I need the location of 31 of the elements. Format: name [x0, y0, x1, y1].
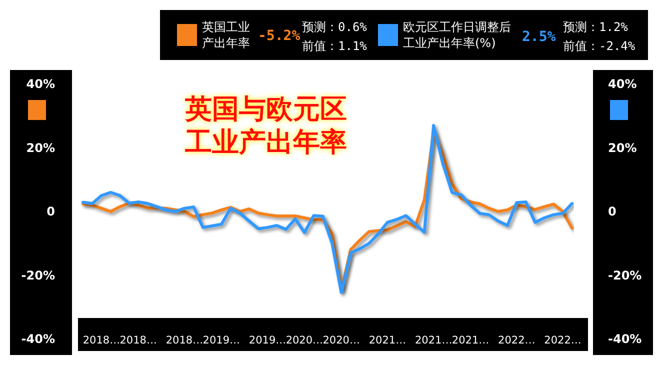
x-tick-label: 2022…	[544, 334, 582, 346]
y-tick-label: 0	[46, 204, 55, 218]
y-tick-label: -40%	[21, 332, 55, 346]
text: 前值：1.1%	[302, 39, 368, 53]
x-tick-label: 2018…	[120, 334, 157, 346]
x-tick-label: 2022…	[498, 334, 536, 346]
x-tick-label: 2019…	[202, 334, 240, 346]
y2-tick-label: -20%	[608, 268, 642, 282]
text: 预测：1.2%	[563, 20, 629, 34]
x-tick-label: 2020…	[322, 334, 360, 346]
text: 2.5%	[522, 29, 556, 45]
y-tick-label: 20%	[26, 140, 55, 155]
text: 预测：0.6%	[302, 20, 368, 34]
text: -5.2%	[258, 28, 301, 44]
legend-label: 欧元区工作日调整后工业产出年率(%)	[403, 20, 511, 50]
x-tick-label: 2021…	[368, 334, 406, 346]
x-tick-label: 2018…	[82, 334, 120, 346]
text: 前值：-2.4%	[563, 39, 636, 53]
y2-tick-label: 40%	[608, 77, 637, 91]
y2-tick-label: -40%	[608, 332, 642, 346]
y2-tick-label: 20%	[608, 140, 637, 155]
legend-label: 英国工业产出年率	[202, 20, 250, 50]
x-tick-label: 2021…	[452, 334, 490, 346]
y-tick-label: -20%	[21, 268, 55, 282]
text: 英国与欧元区工业产出年率	[184, 94, 347, 158]
x-tick-label: 2018…	[166, 334, 204, 346]
x-tick-label: 2021…	[414, 334, 452, 346]
x-tick-label: 2019…	[248, 334, 286, 346]
x-tick-label: 2020…	[286, 334, 324, 346]
y-tick-label: 40%	[26, 77, 55, 91]
y2-tick-label: 0	[608, 204, 616, 218]
